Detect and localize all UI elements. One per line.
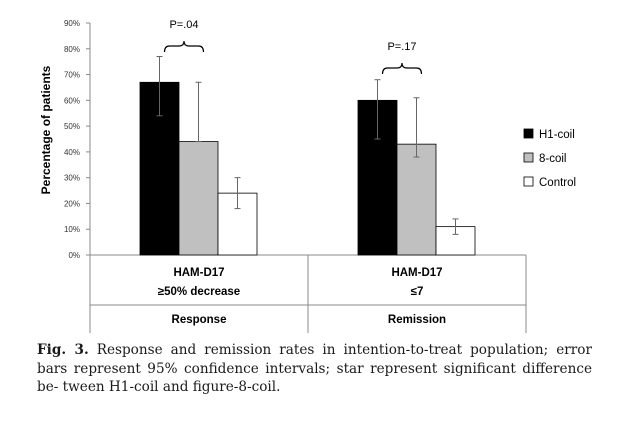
y-tick-label: 70% <box>64 71 80 80</box>
category-line2: ≤7 <box>411 286 424 298</box>
legend-label-control: Control <box>539 177 576 189</box>
p-value-label: P=.17 <box>387 41 416 53</box>
bar-8-coil-remission <box>396 143 437 256</box>
bar-h1-coil-response <box>139 81 180 256</box>
significance-bracket <box>381 62 423 75</box>
caption-text-line-3: tween H1-coil and figure-8-coil. <box>62 379 281 395</box>
y-axis-label: Percentage of patients <box>39 65 53 194</box>
y-tick-label: 80% <box>64 45 80 54</box>
legend-swatch-control <box>523 176 534 187</box>
y-tick-label: 50% <box>64 122 80 131</box>
y-tick-label: 90% <box>64 19 80 28</box>
legend-label-h1-coil: H1-coil <box>539 129 575 141</box>
y-axis-ticks: 0% 10% 20% 30% 40% 50% 60% 70% 80% 90% <box>64 19 90 260</box>
y-tick-label: 60% <box>64 96 80 105</box>
y-tick-label: 10% <box>64 225 80 234</box>
legend-swatch-h1-coil <box>523 128 534 139</box>
legend-swatch-8-coil <box>523 152 534 163</box>
category-name: Remission <box>388 314 446 326</box>
error-bars <box>156 56 459 235</box>
caption-text-line-1: Response and remission rates in intentio… <box>37 342 592 377</box>
legend-label-8-coil: 8-coil <box>539 153 566 165</box>
y-tick-label: 0% <box>68 251 80 260</box>
caption-label: Fig. 3. <box>37 342 89 358</box>
p-value-brackets: P=.04 P=.17 <box>163 19 423 75</box>
category-line1: HAM-D17 <box>173 267 224 279</box>
y-tick-label: 30% <box>64 174 80 183</box>
caption-text-line-2: represent 95% confidence intervals; star… <box>37 360 592 396</box>
bar-8-coil-response <box>178 141 219 256</box>
significance-bracket <box>163 40 205 53</box>
y-tick-label: 20% <box>64 199 80 208</box>
category-line1: HAM-D17 <box>391 267 442 279</box>
category-line2: ≥50% decrease <box>158 286 240 298</box>
bars <box>139 81 476 256</box>
category-name: Response <box>172 314 227 326</box>
y-tick-label: 40% <box>64 148 80 157</box>
bar-h1-coil-remission <box>357 99 398 256</box>
figure-caption: Fig. 3. Response and remission rates in … <box>37 341 592 397</box>
p-value-label: P=.04 <box>169 19 198 31</box>
category-labels: HAM-D17 ≥50% decrease Response HAM-D17 ≤7 Rem… <box>158 267 446 326</box>
legend: H1-coil 8-coil Control <box>523 128 576 189</box>
bar-chart: 0% 10% 20% 30% 40% 50% 60% 70% 80% 90% P=.04 P=.17… <box>39 19 576 333</box>
